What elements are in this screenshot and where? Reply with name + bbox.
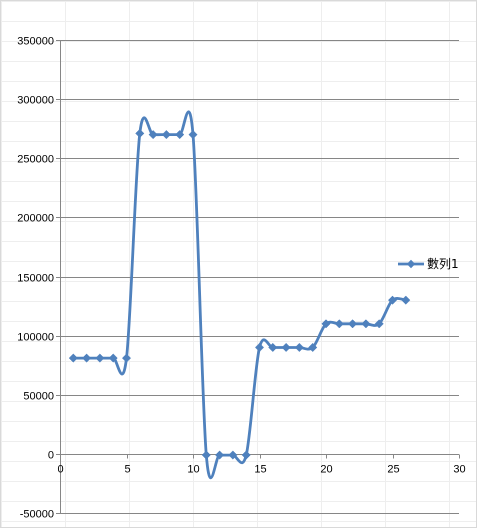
y-tick-label: -50000 xyxy=(20,509,54,521)
data-point-marker xyxy=(374,319,384,329)
data-point-marker xyxy=(348,319,358,329)
data-point-marker xyxy=(281,342,291,353)
x-tick-label: 0 xyxy=(57,464,63,476)
series-line xyxy=(71,110,408,480)
data-point-marker xyxy=(334,319,344,329)
data-point-marker xyxy=(361,319,371,329)
data-point-marker xyxy=(201,450,211,460)
data-point-marker xyxy=(121,353,132,363)
y-tick-label: 200000 xyxy=(17,213,54,225)
legend-marker-icon xyxy=(406,259,416,269)
y-tick-label: 0 xyxy=(48,450,54,462)
y-tick-label: 350000 xyxy=(17,36,54,48)
legend-label: 數列1 xyxy=(427,257,459,271)
data-point-marker xyxy=(254,342,265,353)
data-point-marker xyxy=(188,130,198,140)
gridlines xyxy=(60,40,459,514)
x-tick-label: 30 xyxy=(453,464,465,476)
y-tick-label: 50000 xyxy=(23,391,54,403)
data-point-marker xyxy=(82,353,92,363)
data-point-marker xyxy=(135,128,145,138)
x-axis-tick-labels: 0 5 10 15 20 25 30 xyxy=(57,464,465,476)
y-tick-label: 150000 xyxy=(17,273,54,285)
legend: 數列1 xyxy=(398,257,459,271)
data-point-marker xyxy=(321,319,331,329)
data-point-marker xyxy=(241,450,251,460)
x-tick-label: 15 xyxy=(254,464,266,476)
data-point-marker xyxy=(161,130,171,140)
data-point-marker xyxy=(228,450,238,460)
data-point-marker xyxy=(268,342,278,353)
data-point-marker xyxy=(215,450,225,460)
data-point-marker xyxy=(401,295,411,305)
x-tick-label: 20 xyxy=(320,464,332,476)
y-tick-label: 300000 xyxy=(17,95,54,107)
data-point-marker xyxy=(108,353,118,363)
y-axis-tick-labels: -50000 0 50000 100000 150000 200000 250000 3000… xyxy=(17,36,54,521)
data-point-marker xyxy=(175,130,185,140)
data-point-marker xyxy=(294,342,304,353)
x-tick-label: 5 xyxy=(124,464,130,476)
x-tick-label: 10 xyxy=(187,464,199,476)
data-point-marker xyxy=(148,130,158,140)
series-group xyxy=(68,110,411,480)
data-point-marker xyxy=(68,353,78,363)
axes xyxy=(56,40,460,514)
data-point-marker xyxy=(308,342,318,353)
y-tick-label: 100000 xyxy=(17,332,54,344)
data-point-marker xyxy=(387,295,398,305)
data-point-marker xyxy=(95,353,105,363)
x-tick-label: 25 xyxy=(387,464,399,476)
y-tick-label: 250000 xyxy=(17,154,54,166)
